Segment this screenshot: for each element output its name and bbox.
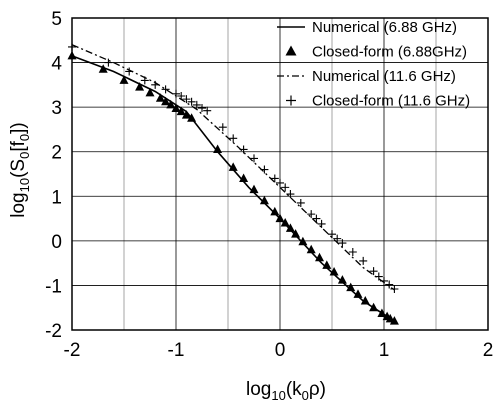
plus-marker [239,145,248,154]
plus-marker [317,219,326,228]
triangle-marker [259,195,269,205]
x-tick-label: 2 [483,340,494,361]
x-tick-label: 1 [379,340,390,361]
y-tick-label: -2 [45,321,62,342]
legend-label: Closed-form (11.6 GHz) [312,93,470,110]
x-axis-label: log10(k0ρ) [246,379,326,403]
plus-marker [187,97,196,106]
legend-label: Numerical (11.6 GHz) [312,68,456,85]
x-tick-label: -1 [168,340,185,361]
plus-marker [125,67,134,76]
triangle-marker [119,75,129,84]
triangle-marker [389,316,399,325]
y-axis-label: log10(S0[f0]) [8,122,32,217]
plus-marker [390,284,399,293]
y-tick-label: -1 [45,276,62,297]
plus-marker [380,276,388,285]
plus-marker [385,280,394,289]
triangle-marker [145,87,155,97]
triangle-marker [270,206,280,216]
triangle-marker [181,110,191,119]
triangle-marker [285,223,295,232]
y-tick-label: 3 [51,98,62,119]
triangle-marker [275,213,285,223]
triangle-marker [166,99,176,109]
plus-marker [286,190,295,199]
plus-marker [229,134,238,143]
triangle-marker [176,106,186,116]
plus-marker [104,58,113,67]
plus-marker [177,92,186,100]
legend-swatch-triangle [285,45,297,56]
triangle-marker [346,282,356,292]
triangle-marker [315,252,325,262]
triangle-marker [360,296,370,305]
plus-marker [250,154,258,163]
plus-marker [328,230,336,239]
plus-marker [203,106,212,115]
y-tick-label: 1 [51,187,62,208]
plus-marker [307,210,316,219]
y-tick-label: 5 [51,9,62,30]
triangle-marker [249,184,259,194]
plus-marker [359,256,368,265]
triangle-marker [171,103,181,112]
legend: Numerical (6.88 GHz) Closed-form (6.88GHz… [277,19,470,110]
plus-marker [369,267,378,276]
plus-marker [312,214,321,223]
triangle-marker [369,302,379,312]
triangle-marker [98,64,108,73]
ticks: -2 -1 0 1 2 -2 -1 0 1 2 3 4 5 [45,9,493,361]
series-line-numerical-11-6 [71,44,395,291]
y-tick-label: 0 [51,232,62,253]
plus-marker [348,248,357,256]
triangle-marker [306,244,316,254]
triangle-marker [329,267,339,276]
triangle-marker [337,275,347,284]
plus-marker [182,95,191,104]
x-tick-label: 0 [275,340,286,361]
plus-marker [198,104,206,113]
plus-marker [218,123,227,132]
plus-marker [260,165,269,174]
y-tick-label: 4 [51,54,62,75]
triangle-marker [155,93,165,102]
plus-marker [270,174,279,183]
plus-marker [140,76,149,85]
plus-marker [172,89,180,98]
plus-marker [151,80,160,89]
plus-marker [192,100,201,109]
triangle-marker [135,82,145,91]
legend-swatch-plus [286,95,296,106]
plus-marker [374,272,383,281]
plot-frame [71,17,489,331]
plus-marker [338,239,347,248]
triangle-marker [280,218,290,227]
plot-series [67,42,399,325]
triangle-marker [161,96,171,106]
triangle-marker [187,113,197,122]
plus-marker [276,178,284,187]
y-tick-label: 2 [51,143,62,164]
legend-label: Numerical (6.88 GHz) [312,19,457,36]
plus-marker [161,85,170,94]
plus-marker [333,234,342,243]
triangle-marker [228,162,238,171]
triangle-marker [377,308,387,318]
x-tick-label: -2 [64,340,81,361]
triangle-marker [213,144,223,153]
triangle-marker [298,236,308,246]
plus-marker [296,198,305,207]
triangle-marker [353,289,363,298]
triangle-marker [322,260,332,269]
plus-marker [281,183,290,192]
legend-label: Closed-form (6.88GHz) [312,44,467,61]
grid [72,18,488,330]
triangle-marker [239,173,249,182]
triangle-marker [291,229,301,238]
